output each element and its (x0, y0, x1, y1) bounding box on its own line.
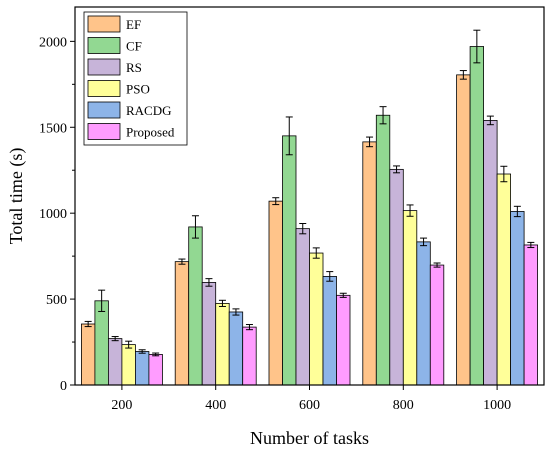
y-axis-title: Total time (s) (6, 148, 27, 245)
error-bar-rs-200 (111, 336, 119, 342)
bar-racdg-200 (134, 351, 150, 386)
y-tick-label: 1500 (39, 121, 67, 136)
bar-cf-1000 (469, 46, 485, 386)
error-bar-pso-200 (125, 340, 133, 349)
bar-cf-800 (375, 114, 391, 386)
error-bar-proposed-600 (339, 292, 347, 298)
error-bars-layer (84, 29, 535, 357)
x-tick-label: 600 (299, 398, 320, 413)
error-bar-ef-600 (272, 197, 280, 206)
error-bar-ef-200 (84, 320, 92, 328)
error-bar-cf-600 (285, 116, 293, 156)
bar-pso-1000 (496, 173, 512, 386)
error-bar-rs-400 (205, 278, 213, 287)
error-bar-racdg-400 (232, 308, 240, 316)
error-bar-racdg-1000 (513, 205, 521, 218)
legend-label-proposed: Proposed (126, 125, 175, 140)
error-bar-ef-1000 (459, 70, 467, 80)
bar-racdg-400 (228, 311, 244, 386)
bar-rs-400 (201, 282, 217, 386)
legend-swatch-rs (87, 58, 121, 76)
error-bar-proposed-200 (152, 352, 160, 357)
legend-box (83, 11, 188, 146)
y-tick-label: 2000 (39, 35, 67, 50)
error-bar-ef-400 (178, 258, 186, 265)
error-bar-racdg-800 (420, 237, 428, 247)
error-bar-pso-1000 (500, 165, 508, 183)
y-tick-label: 500 (46, 293, 67, 308)
bar-racdg-600 (322, 276, 337, 386)
error-bar-proposed-800 (433, 262, 441, 268)
bar-pso-400 (215, 302, 230, 386)
bar-rs-600 (295, 228, 310, 386)
error-bar-rs-1000 (486, 115, 494, 126)
error-bar-proposed-1000 (527, 241, 535, 249)
error-bar-racdg-200 (138, 349, 146, 354)
bar-proposed-200 (148, 354, 163, 386)
error-bar-cf-1000 (473, 29, 481, 64)
x-tick-label: 800 (393, 398, 414, 413)
bar-ef-200 (81, 323, 96, 386)
error-bar-pso-800 (406, 204, 414, 217)
error-bar-cf-800 (379, 106, 387, 125)
bar-ef-600 (268, 200, 283, 386)
legend-swatch-proposed (87, 123, 121, 140)
bar-rs-1000 (483, 120, 498, 386)
x-tick-label: 1000 (483, 398, 511, 413)
bar-racdg-1000 (510, 211, 525, 386)
y-tick-label: 1000 (39, 207, 67, 222)
bar-rs-200 (108, 338, 123, 386)
error-bar-proposed-400 (245, 324, 253, 331)
error-bar-racdg-600 (326, 271, 334, 282)
bar-proposed-1000 (523, 244, 538, 386)
error-bar-pso-600 (312, 247, 320, 259)
bar-proposed-400 (242, 326, 257, 386)
bar-ef-1000 (456, 74, 471, 386)
error-bar-rs-600 (299, 222, 307, 235)
bar-ef-400 (174, 261, 190, 386)
error-bar-pso-400 (218, 299, 226, 307)
legend-label-ef: EF (126, 17, 141, 32)
bar-pso-800 (402, 210, 418, 386)
legend-label-pso: PSO (126, 82, 150, 97)
axis-ticks-layer: 200 400 600 800 1000 0 500 1000 1500 2000 (39, 35, 511, 413)
legend: EF CF RS PSO RACDG Proposed (83, 11, 188, 146)
x-tick-label: 200 (111, 398, 132, 413)
legend-swatch-cf (87, 37, 121, 54)
bar-pso-600 (309, 252, 324, 386)
bar-cf-400 (188, 226, 203, 386)
bar-proposed-600 (336, 294, 351, 386)
legend-label-racdg: RACDG (126, 103, 172, 118)
bar-proposed-800 (429, 264, 445, 386)
bar-racdg-800 (416, 241, 431, 386)
error-bar-ef-800 (366, 136, 374, 148)
bar-cf-200 (94, 300, 109, 386)
bar-pso-200 (121, 344, 136, 386)
x-tick-label: 400 (205, 398, 226, 413)
error-bar-cf-400 (191, 215, 199, 239)
bar-cf-600 (282, 135, 297, 386)
x-axis-title: Number of tasks (250, 428, 369, 448)
legend-swatch-racdg (87, 101, 121, 119)
error-bar-rs-800 (393, 165, 401, 174)
bar-rs-800 (389, 168, 404, 386)
y-tick-label: 0 (60, 379, 67, 394)
legend-label-rs: RS (126, 60, 142, 75)
legend-label-cf: CF (126, 39, 142, 54)
legend-swatch-ef (87, 15, 121, 33)
legend-swatch-pso (87, 80, 121, 97)
bar-ef-800 (362, 141, 377, 386)
error-bar-cf-200 (98, 289, 106, 312)
